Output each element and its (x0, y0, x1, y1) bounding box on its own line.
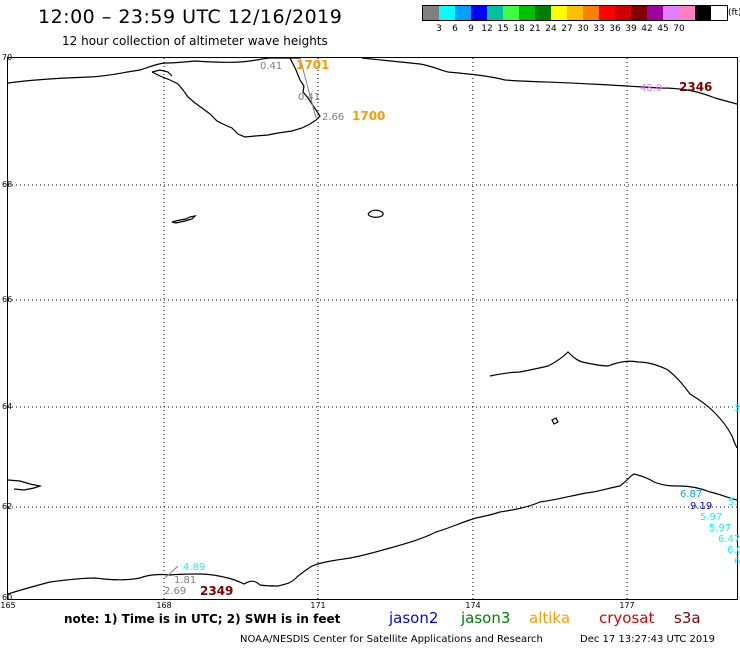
wave-height-value: 3 (734, 403, 740, 414)
color-scale-swatch (551, 6, 567, 20)
wave-height-value: 48.0 (640, 83, 663, 94)
lat-label: 70 (2, 53, 13, 62)
page-title: 12:00 – 23:59 UTC 12/16/2019 (38, 6, 343, 28)
color-scale-swatch (583, 6, 599, 20)
coastlines (7, 57, 738, 595)
latitude-gridlines (8, 184, 737, 508)
pass-time-label: 2346 (679, 80, 713, 94)
wave-height-value: 2.66 (322, 112, 345, 123)
wave-height-value: 0.41 (260, 61, 283, 72)
wave-height-value: 1.81 (174, 575, 197, 586)
wave-height-value: 6 (734, 556, 740, 567)
satellite-legend-cryosat: cryosat (599, 609, 655, 627)
color-scale-swatch (455, 6, 471, 20)
wave-height-value: 4.89 (183, 562, 206, 573)
satellite-legend-altika: altika (529, 609, 571, 627)
color-scale-label: 15 (497, 24, 509, 34)
color-scale-swatch (503, 6, 519, 20)
pass-time-label: 1701 (296, 58, 330, 72)
wave-height-value: 5.97 (709, 523, 732, 534)
satellite-legend-jason2: jason2 (389, 609, 439, 627)
satellite-legend-s3a: s3a (674, 609, 701, 627)
color-scale-label: 6 (452, 24, 458, 34)
color-scale-swatch (567, 6, 583, 20)
color-scale-swatch (487, 6, 503, 20)
color-scale-labels: 3 6 9 12 15 18 21 24 27 30 33 36 39 42 45 70 (422, 21, 740, 35)
generation-timestamp: Dec 17 13:27:43 UTC 2019 (580, 634, 715, 645)
altimeter-track-south (164, 565, 179, 579)
island-1 (367, 209, 384, 218)
pass-time-label: 1700 (352, 109, 386, 123)
color-scale-swatch (439, 6, 455, 20)
color-scale-swatch (519, 6, 535, 20)
island-2 (171, 215, 197, 224)
lat-label: 60 (2, 593, 13, 602)
wave-height-value: 6.47 (718, 534, 740, 545)
color-scale-swatch (599, 6, 615, 20)
color-scale-label: 30 (577, 24, 589, 34)
coastline-west-fragment (7, 479, 43, 491)
color-scale-label: 42 (641, 24, 653, 34)
color-scale-swatch (679, 6, 695, 20)
lon-label: 174 (465, 601, 481, 610)
wave-height-value: 9.19 (690, 501, 713, 512)
coastline-north-peninsula (7, 57, 321, 138)
color-scale-swatch (423, 6, 439, 20)
lon-label: 168 (156, 601, 172, 610)
wave-height-value: 5. (728, 497, 738, 508)
altimeter-tracks (164, 57, 317, 579)
color-scale-label: 70 (673, 24, 685, 34)
wave-height-value: 2.69 (164, 586, 187, 597)
satellite-legend-jason3: jason3 (461, 609, 511, 627)
lat-label: 62 (2, 502, 13, 511)
color-scale-bar (422, 5, 728, 21)
lat-label: 64 (2, 402, 13, 411)
color-scale-swatch (631, 6, 647, 20)
color-scale-label: 21 (529, 24, 541, 34)
color-scale-label: 36 (609, 24, 621, 34)
units-note: note: 1) Time is in UTC; 2) SWH is in fe… (64, 612, 341, 626)
color-scale-swatch (647, 6, 663, 20)
color-scale-label: 12 (481, 24, 493, 34)
lon-label: 177 (619, 601, 635, 610)
color-scale-swatch (663, 6, 679, 20)
color-scale-label: 33 (593, 24, 605, 34)
wave-height-value: 0.41 (298, 92, 321, 103)
map-frame (7, 57, 738, 600)
pass-time-label: 2349 (200, 584, 234, 598)
wave-height-value: 6.87 (680, 489, 703, 500)
color-scale-label: 39 (625, 24, 637, 34)
coastline-north-east (361, 57, 738, 105)
lon-label: 165 (0, 601, 16, 610)
lon-label: 171 (310, 601, 326, 610)
small-island (551, 417, 559, 425)
color-scale-label: 9 (468, 24, 474, 34)
altimeter-track-north (299, 57, 317, 119)
color-scale-swatch (535, 6, 551, 20)
lat-label: 68 (2, 180, 13, 189)
page-subtitle: 12 hour collection of altimeter wave hei… (62, 34, 328, 48)
coastline-south (7, 473, 738, 595)
longitude-gridlines (163, 58, 628, 599)
color-scale-label: 3 (436, 24, 442, 34)
color-scale-swatch (615, 6, 631, 20)
color-scale-unit: (ft) (728, 8, 740, 18)
color-scale-label: 18 (513, 24, 525, 34)
color-scale-swatch (471, 6, 487, 20)
wave-height-value: 6.0 (727, 545, 740, 556)
wave-height-value: 5.97 (700, 512, 723, 523)
color-scale-label: 27 (561, 24, 573, 34)
color-scale-label: 24 (545, 24, 557, 34)
color-scale-label: 45 (657, 24, 669, 34)
credit-line: NOAA/NESDIS Center for Satellite Applica… (240, 634, 543, 645)
coastline-mid-east (489, 351, 738, 449)
color-scale-swatch (695, 6, 711, 20)
lat-label: 66 (2, 295, 13, 304)
